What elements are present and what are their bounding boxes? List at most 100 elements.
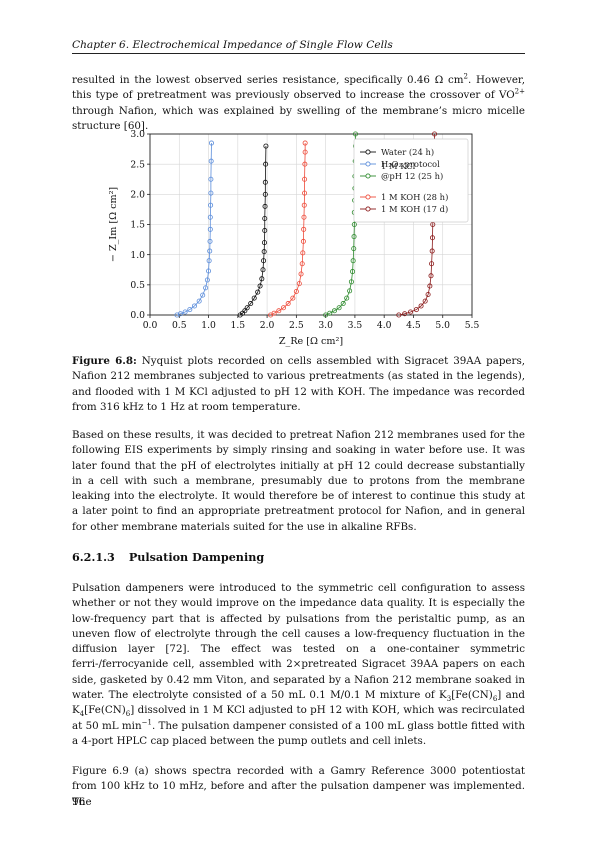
data-point <box>208 202 214 208</box>
data-point <box>293 288 299 294</box>
y-axis-label: − Z_Im [Ω cm²] <box>108 187 119 262</box>
data-point <box>429 235 435 241</box>
data-point <box>207 248 213 254</box>
legend-swatch-marker <box>365 149 371 155</box>
data-point <box>248 301 254 307</box>
data-point <box>207 226 213 232</box>
data-point <box>427 283 433 289</box>
data-point <box>298 271 304 277</box>
para3-sub-6a: 6 <box>492 695 498 704</box>
data-point <box>301 202 307 208</box>
data-point <box>418 303 424 309</box>
data-point <box>351 222 357 228</box>
x-axis-label: Z_Re [Ω cm²] <box>279 336 343 347</box>
data-point <box>262 215 268 221</box>
data-point <box>323 312 329 318</box>
para1-text-a: resulted in the lowest observed series r… <box>72 74 464 86</box>
legend-label: 1 M KOH (28 h) <box>381 192 448 202</box>
x-tick-label: 0.5 <box>172 320 187 331</box>
chapter-header: Chapter 6. Electrochemical Impedance of … <box>72 39 393 51</box>
y-tick-label: 0.0 <box>130 310 145 321</box>
data-point <box>196 298 202 304</box>
data-point <box>207 238 213 244</box>
para3-sub-6b: 6 <box>125 710 131 719</box>
data-point <box>402 311 408 317</box>
series-line <box>270 143 306 316</box>
legend-label: H₂O₂ protocol <box>381 159 440 169</box>
data-point <box>244 305 250 311</box>
data-point <box>302 176 308 182</box>
data-point <box>302 140 308 146</box>
data-point <box>200 292 206 298</box>
data-point <box>262 179 268 185</box>
data-point <box>290 295 296 301</box>
data-point <box>203 285 209 291</box>
data-point <box>208 190 214 196</box>
data-point <box>285 301 291 307</box>
data-point <box>301 226 307 232</box>
x-tick-label: 2.0 <box>260 320 275 331</box>
data-point <box>271 310 277 316</box>
para1-sup-a: 2 <box>463 72 468 81</box>
para3-text-b2: [Fe(CN) <box>84 704 126 717</box>
data-point <box>260 267 266 273</box>
data-point <box>429 248 435 254</box>
para3-text-a: Pulsation dampeners were introduced to t… <box>72 582 525 702</box>
section-title: Pulsation Dampening <box>128 550 265 564</box>
data-point <box>348 279 354 285</box>
data-point <box>255 289 261 295</box>
legend-label: @pH 12 (25 h) <box>381 171 443 181</box>
data-point <box>182 309 188 315</box>
para1-text-c: through Nafion, which was explained by s… <box>72 104 525 132</box>
x-tick-label: 0.0 <box>143 320 158 331</box>
y-tick-label: 0.5 <box>130 280 145 291</box>
y-tick-label: 1.5 <box>130 220 145 231</box>
data-point <box>302 190 308 196</box>
x-tick-label: 5.0 <box>435 320 450 331</box>
paragraph-2: Based on these results, it was decided t… <box>72 429 525 533</box>
data-point <box>301 214 307 220</box>
series-line <box>239 146 267 316</box>
data-point <box>206 268 212 274</box>
legend-swatch-marker <box>365 194 371 200</box>
data-point <box>302 161 308 167</box>
paragraph-3: Pulsation dampeners were introduced to t… <box>72 581 525 749</box>
data-point <box>177 311 183 317</box>
x-tick-label: 4.5 <box>406 320 421 331</box>
data-point <box>257 283 263 289</box>
data-point <box>261 249 267 255</box>
data-point <box>208 140 214 146</box>
data-point <box>425 291 431 297</box>
data-point <box>336 305 342 311</box>
para1-text-b: . However, this type of pretreatment was… <box>72 74 526 102</box>
y-tick-label: 3.0 <box>130 129 145 140</box>
para3-sub-3: 3 <box>446 695 452 704</box>
legend-box <box>353 138 469 223</box>
data-point <box>263 161 269 167</box>
data-point <box>428 273 434 279</box>
x-tick-label: 1.0 <box>201 320 216 331</box>
data-point <box>340 301 346 307</box>
data-point <box>207 214 213 220</box>
data-point <box>300 238 306 244</box>
data-point <box>242 308 248 314</box>
data-point <box>429 261 435 267</box>
data-point <box>251 295 257 301</box>
y-tick-label: 2.5 <box>130 159 145 170</box>
legend-swatch-marker <box>365 206 371 212</box>
data-point <box>276 308 282 314</box>
para3-text-c: ] and K <box>72 689 525 717</box>
para3-sub-4: 4 <box>79 710 85 719</box>
section-heading: 6.2.1.3 Pulsation Dampening <box>72 550 264 564</box>
legend-swatch-marker <box>365 173 371 179</box>
page-number: 96 <box>72 796 86 808</box>
paragraph-1: resulted in the lowest observed series r… <box>72 73 525 134</box>
x-tick-label: 5.5 <box>465 320 480 331</box>
para3-text-d: ] dissolved in 1 M KCl adjusted to pH 12… <box>72 704 525 732</box>
data-point <box>351 234 357 240</box>
paragraph-4: Figure 6.9 (a) shows spectra recorded wi… <box>72 765 525 808</box>
y-tick-label: 2.0 <box>130 190 145 201</box>
x-tick-label: 4.0 <box>377 320 392 331</box>
para3-sup-minus1: −1 <box>141 718 152 727</box>
x-tick-label: 1.5 <box>231 320 246 331</box>
